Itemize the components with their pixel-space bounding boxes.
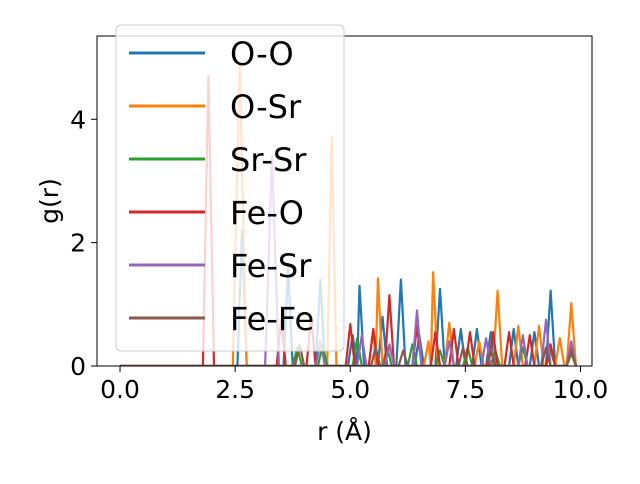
legend: O-O O-Sr Sr-Sr Fe-O Fe-Sr Fe-Fe	[115, 24, 345, 352]
axes: 0.0 2.5 5.0 7.5 10.0 0 2 4 r (Å) g(r)	[35, 35, 609, 446]
y-axis-label: g(r)	[35, 178, 64, 224]
legend-label-o-o: O-O	[230, 35, 294, 73]
series-line-sr-sr	[120, 337, 577, 366]
x-tick-label: 7.5	[445, 375, 485, 404]
x-axis-label: r (Å)	[317, 417, 372, 446]
y-tick-label: 4	[70, 105, 86, 134]
x-tick-label: 10.0	[553, 375, 609, 404]
x-tick-label: 5.0	[330, 375, 370, 404]
series-line-fe-fe	[120, 343, 577, 366]
x-tick-label: 2.5	[215, 375, 255, 404]
y-tick-label: 0	[70, 352, 86, 381]
legend-label-o-sr: O-Sr	[230, 88, 302, 126]
legend-label-sr-sr: Sr-Sr	[230, 141, 307, 179]
legend-label-fe-fe: Fe-Fe	[230, 300, 314, 338]
legend-label-fe-o: Fe-O	[230, 194, 304, 232]
legend-label-fe-sr: Fe-Sr	[230, 247, 312, 285]
series-line-fe-o	[120, 75, 557, 366]
y-tick-label: 2	[70, 229, 86, 258]
x-tick-label: 0.0	[100, 375, 140, 404]
